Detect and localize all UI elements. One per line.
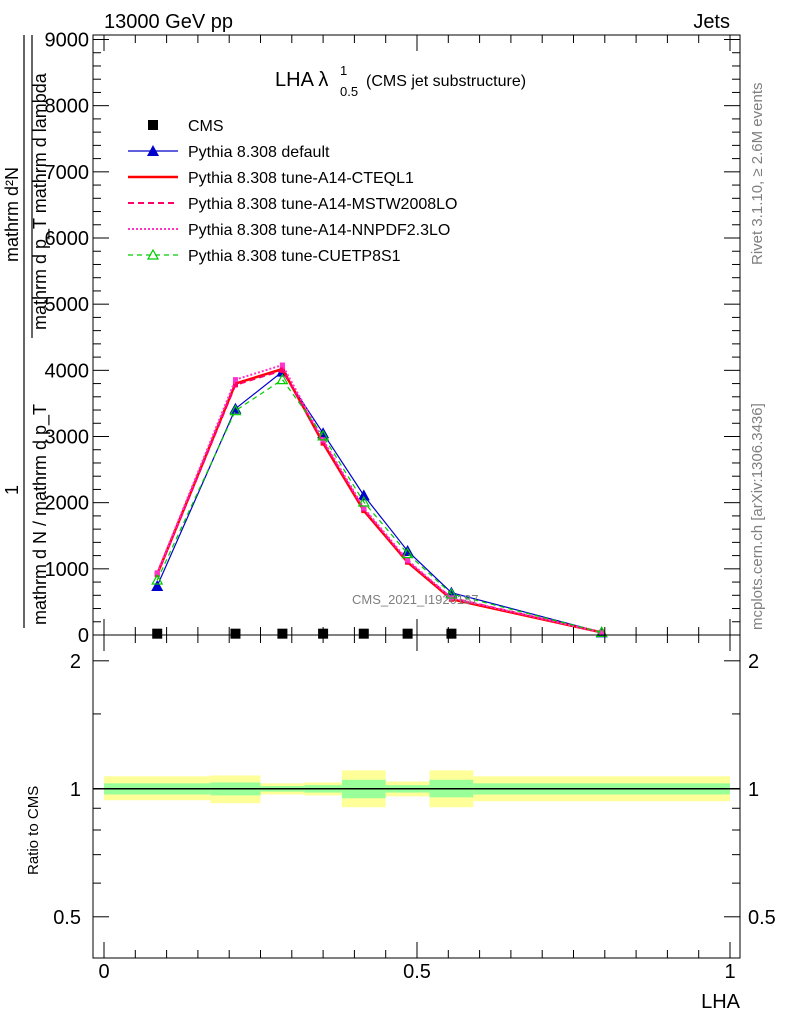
legend-label-cms: CMS xyxy=(188,118,224,135)
data-point-nnpdf-5 xyxy=(405,557,411,563)
ylabel-denominator: mathrm d p_T mathrm d lambda xyxy=(30,72,51,330)
ratio-x-tick-label: 0.5 xyxy=(403,961,431,983)
ratio-y-tick-label: 2 xyxy=(70,651,81,673)
ratio-y-tick-label-right: 1 xyxy=(748,779,759,801)
plot-title: LHA λ 1 0.5 (CMS jet substructure) xyxy=(275,63,526,99)
main-y-tick-label: 3000 xyxy=(45,427,90,449)
legend-label-cuetp8s1: Pythia 8.308 tune-CUETP8S1 xyxy=(188,248,401,265)
data-point-cuetp8s1-5 xyxy=(401,547,414,559)
series-line-nnpdf xyxy=(156,363,602,634)
data-point-nnpdf-7 xyxy=(599,629,605,635)
plot-title-suffix: (CMS jet substructure) xyxy=(366,73,526,90)
x-axis-label: LHA xyxy=(701,991,741,1013)
legend-marker-cms xyxy=(148,120,158,130)
main-y-tick-label: 9000 xyxy=(45,30,90,52)
ratio-x-tick-label: 0 xyxy=(98,961,109,983)
data-point-cms-1 xyxy=(230,628,241,639)
data-point-cuetp8s1-7 xyxy=(595,626,608,637)
ratio-y-tick-label: 1 xyxy=(70,779,81,801)
legend-label-default: Pythia 8.308 default xyxy=(188,144,330,161)
data-point-cuetp8s1-1 xyxy=(229,404,242,416)
data-point-nnpdf-2 xyxy=(279,362,285,368)
ratio-uncertainty-bands xyxy=(93,770,740,808)
data-point-default-4 xyxy=(357,489,370,501)
legend-marker-cuetp8s1 xyxy=(146,248,160,260)
ylabel-left-denominator: mathrm d N / mathrm d p_T xyxy=(30,404,51,625)
data-point-default-5 xyxy=(401,544,414,556)
process-title: 13000 GeV pp xyxy=(104,11,233,33)
legend-label-mstw: Pythia 8.308 tune-A14-MSTW2008LO xyxy=(188,196,457,213)
main-y-tick-label: 0 xyxy=(78,625,89,647)
data-point-cms-5 xyxy=(402,628,413,639)
data-point-cms-4 xyxy=(358,628,369,639)
data-point-nnpdf-1 xyxy=(232,377,238,383)
data-point-nnpdf-0 xyxy=(154,570,160,576)
ratio-y-tick-label-right: 0.5 xyxy=(748,907,776,929)
plot-title-sup: 1 xyxy=(340,63,347,78)
data-point-default-0 xyxy=(151,580,164,592)
main-y-axis-label: mathrm d²N mathrm d p_T mathrm d lambda … xyxy=(2,35,51,628)
legend: CMS Pythia 8.308 default Pythia 8.308 tune… xyxy=(128,118,457,265)
plot-title-main: LHA λ xyxy=(275,69,328,91)
jets-title: Jets xyxy=(693,11,730,33)
main-y-tick-label: 8000 xyxy=(45,96,90,118)
data-point-cms-2 xyxy=(277,628,288,639)
main-y-tick-label: 2000 xyxy=(45,493,90,515)
series-line-mstw xyxy=(156,369,602,634)
data-point-nnpdf-4 xyxy=(361,505,367,511)
axes: 0 1000 2000 3000 4000 5000 6000 7000 8000 9000 0 0.… xyxy=(45,30,776,984)
legend-label-nnpdf: Pythia 8.308 tune-A14-NNPDF2.3LO xyxy=(188,222,450,239)
ylabel-one: 1 xyxy=(2,485,22,495)
rivet-label: Rivet 3.1.10, ≥ 2.6M events xyxy=(749,83,766,266)
main-y-tick-label: 4000 xyxy=(45,360,90,382)
data-point-cms-6 xyxy=(446,628,457,639)
watermark-label: CMS_2021_I1920187 xyxy=(352,592,479,607)
main-y-tick-label: 7000 xyxy=(45,162,90,184)
series-line-default xyxy=(156,370,602,633)
data-point-cms-0 xyxy=(152,628,163,639)
ratio-y-tick-label: 0.5 xyxy=(53,907,81,929)
data-point-cuetp8s1-3 xyxy=(317,429,330,441)
data-point-cuetp8s1-2 xyxy=(276,373,289,385)
main-y-tick-label: 5000 xyxy=(45,294,90,316)
legend-label-cteql1: Pythia 8.308 tune-A14-CTEQL1 xyxy=(188,170,414,187)
ylabel-numerator: mathrm d²N xyxy=(2,167,22,262)
ratio-y-axis-label: Ratio to CMS xyxy=(25,786,42,875)
series-line-cuetp8s1 xyxy=(156,378,602,633)
data-point-mstw-1 xyxy=(232,382,238,388)
plot-title-sub: 0.5 xyxy=(340,84,358,99)
mcplots-label: mcplots.cern.ch [arXiv:1306.3436] xyxy=(749,403,766,630)
data-point-cuetp8s1-4 xyxy=(357,495,370,507)
ratio-x-tick-label: 1 xyxy=(724,961,735,983)
ratio-y-tick-label-right: 2 xyxy=(748,651,759,673)
legend-marker-default xyxy=(147,145,159,156)
data-point-cuetp8s1-6 xyxy=(445,587,458,599)
main-y-tick-label: 6000 xyxy=(45,228,90,250)
data-point-cuetp8s1-0 xyxy=(151,573,164,585)
main-y-tick-label: 1000 xyxy=(45,559,90,581)
data-point-mstw-2 xyxy=(279,367,285,373)
